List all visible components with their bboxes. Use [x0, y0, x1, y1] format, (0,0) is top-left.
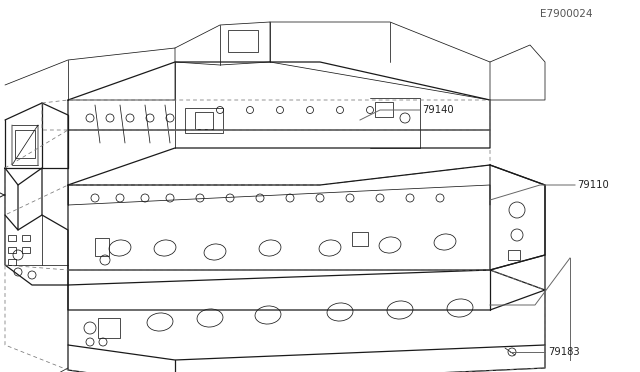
Bar: [22, 235, 30, 241]
Bar: [375, 102, 393, 117]
Bar: [185, 108, 223, 133]
Text: 79110: 79110: [577, 180, 609, 190]
Text: 79183: 79183: [548, 347, 580, 357]
Bar: [8, 235, 16, 241]
Bar: [195, 112, 213, 129]
Bar: [508, 250, 520, 260]
Bar: [228, 30, 258, 52]
Bar: [8, 259, 16, 265]
Bar: [98, 318, 120, 338]
Text: 79140: 79140: [422, 105, 454, 115]
Bar: [352, 232, 368, 246]
Bar: [8, 247, 16, 253]
Bar: [95, 238, 109, 256]
Text: E7900024: E7900024: [540, 9, 593, 19]
Bar: [22, 247, 30, 253]
Bar: [15, 130, 35, 158]
